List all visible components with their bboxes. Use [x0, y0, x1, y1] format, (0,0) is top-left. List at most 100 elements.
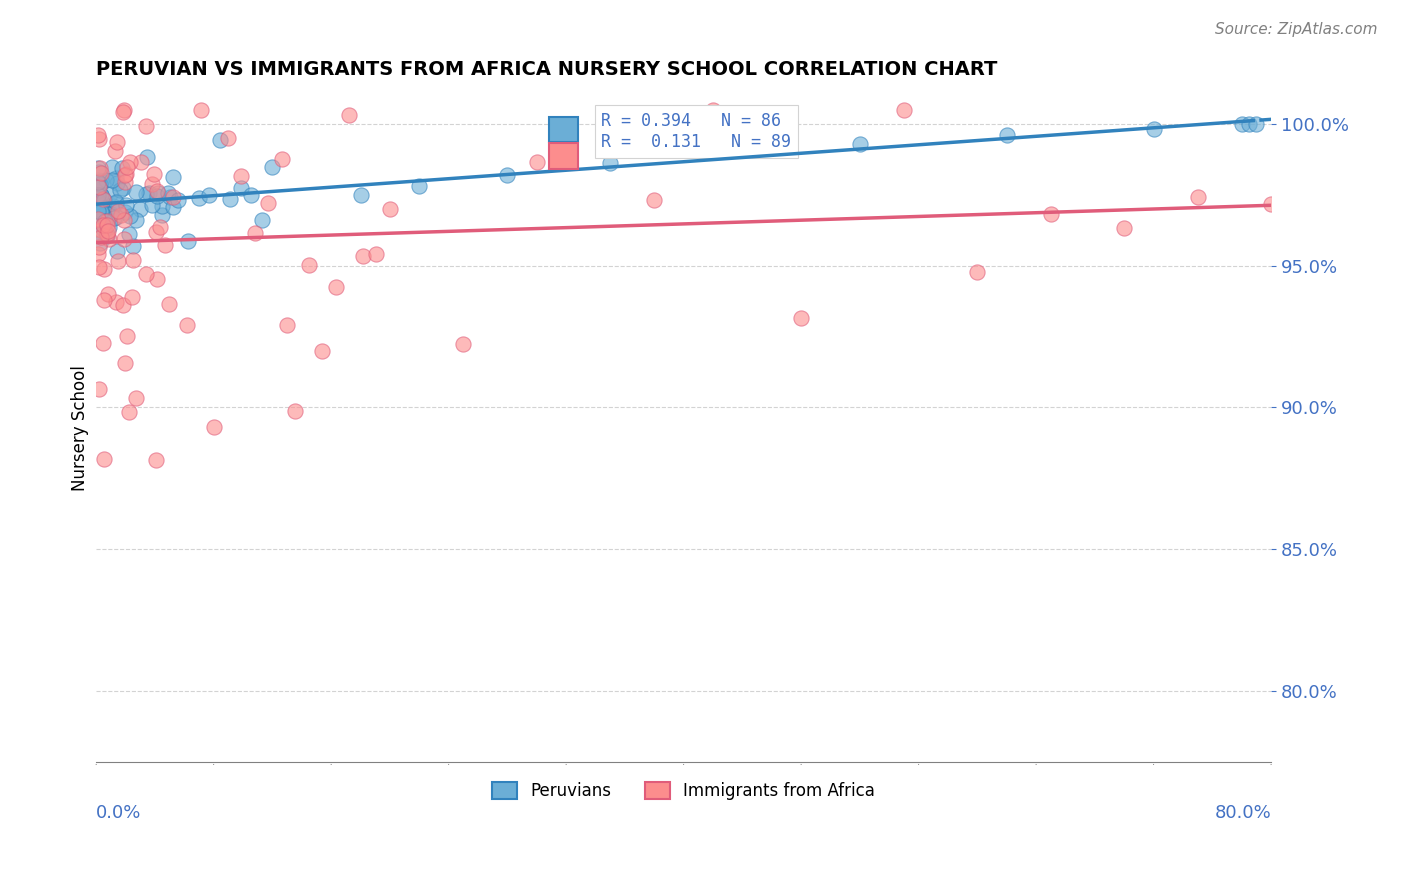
Point: [89, 178, 111, 192]
Point: [103, 211, 125, 225]
Point: [311, 344, 333, 359]
Point: [89, 240, 111, 254]
Point: [229, 169, 252, 183]
Point: [284, 404, 307, 418]
Point: [108, 183, 131, 197]
Point: [112, 232, 135, 246]
Point: [298, 258, 321, 272]
Point: [135, 150, 157, 164]
Point: [893, 103, 915, 117]
Point: [93, 206, 115, 220]
Point: [142, 167, 165, 181]
Point: [138, 186, 160, 200]
Point: [91, 218, 114, 232]
Point: [93, 262, 115, 277]
Point: [1289, 225, 1312, 239]
Point: [149, 219, 172, 234]
Point: [97, 224, 120, 238]
Point: [1114, 221, 1136, 235]
Point: [120, 209, 142, 223]
Point: [91, 192, 114, 206]
Point: [145, 272, 167, 286]
Point: [93, 197, 115, 211]
Point: [1187, 190, 1209, 204]
Text: Source: ZipAtlas.com: Source: ZipAtlas.com: [1215, 22, 1378, 37]
Point: [93, 194, 115, 208]
Point: [110, 208, 132, 222]
Point: [112, 103, 135, 117]
Point: [101, 173, 124, 187]
Point: [87, 132, 110, 146]
Point: [105, 177, 128, 191]
Point: [262, 160, 284, 174]
Point: [96, 173, 118, 187]
Point: [90, 187, 112, 202]
Point: [1230, 117, 1253, 131]
Point: [93, 336, 115, 351]
Point: [141, 177, 163, 191]
Point: [89, 161, 111, 175]
Point: [162, 170, 184, 185]
Point: [87, 228, 110, 243]
Point: [198, 188, 221, 202]
Point: [408, 179, 430, 194]
Point: [702, 145, 724, 160]
Point: [89, 188, 111, 202]
Point: [90, 202, 112, 217]
Point: [129, 155, 152, 169]
Point: [118, 405, 141, 419]
Point: [112, 180, 135, 194]
Bar: [548, 117, 578, 142]
Point: [101, 161, 124, 175]
Point: [120, 154, 142, 169]
Point: [188, 190, 211, 204]
Point: [162, 201, 184, 215]
Bar: [548, 144, 578, 169]
Point: [90, 229, 112, 244]
Point: [105, 295, 128, 310]
Point: [337, 107, 360, 121]
Point: [217, 131, 239, 145]
Point: [124, 212, 146, 227]
Point: [496, 168, 519, 182]
Point: [270, 153, 292, 167]
Point: [366, 247, 388, 261]
Point: [98, 187, 121, 202]
Point: [349, 187, 371, 202]
Point: [90, 174, 112, 188]
Point: [378, 202, 401, 216]
Point: [702, 103, 724, 117]
Point: [87, 188, 110, 202]
Point: [1260, 197, 1282, 211]
Text: PERUVIAN VS IMMIGRANTS FROM AFRICA NURSERY SCHOOL CORRELATION CHART: PERUVIAN VS IMMIGRANTS FROM AFRICA NURSE…: [96, 60, 998, 78]
Point: [453, 337, 475, 351]
Point: [153, 237, 176, 252]
Point: [114, 175, 136, 189]
Point: [966, 265, 988, 279]
Point: [110, 161, 132, 175]
Point: [87, 179, 110, 194]
Point: [105, 171, 128, 186]
Point: [86, 203, 108, 218]
Legend: Peruvians, Immigrants from Africa: Peruvians, Immigrants from Africa: [485, 775, 882, 806]
Point: [121, 290, 143, 304]
Point: [93, 201, 115, 215]
Point: [643, 193, 665, 207]
Point: [790, 310, 813, 325]
Point: [101, 199, 124, 213]
Point: [104, 144, 127, 158]
Point: [86, 175, 108, 189]
Point: [93, 451, 115, 466]
Point: [135, 267, 157, 281]
Text: 80.0%: 80.0%: [1215, 805, 1271, 822]
Point: [156, 186, 179, 200]
Point: [219, 193, 242, 207]
Point: [162, 190, 184, 204]
Point: [176, 318, 198, 333]
Point: [995, 128, 1018, 142]
Point: [141, 198, 163, 212]
Point: [105, 244, 128, 259]
Point: [90, 205, 112, 219]
Point: [135, 119, 157, 133]
Point: [146, 186, 169, 200]
